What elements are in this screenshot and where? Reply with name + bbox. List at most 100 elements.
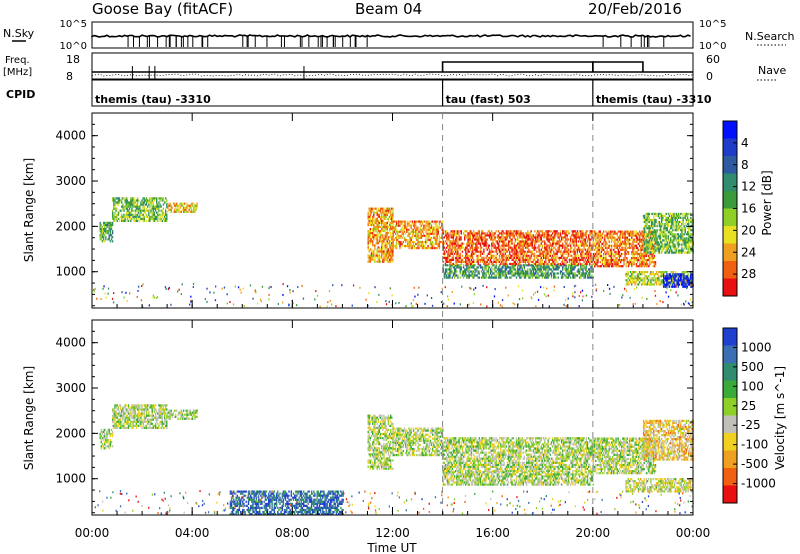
echo-cell [567, 270, 570, 273]
echo-cell [578, 258, 581, 261]
echo-cell [640, 246, 642, 249]
echo-cell [654, 245, 656, 248]
echo-cell [550, 230, 553, 233]
echo-cell [370, 223, 373, 227]
echo-cell [582, 268, 584, 271]
echo-cell [506, 264, 509, 267]
echo-cell [562, 276, 564, 279]
echo-cell [583, 272, 585, 275]
echo-cell [622, 252, 624, 256]
echo-cell [367, 217, 369, 220]
echo-cell [411, 232, 414, 235]
echo-cell [675, 251, 677, 254]
echo-cell [477, 262, 479, 266]
echo-cell [549, 252, 551, 255]
echo-cell [632, 230, 634, 233]
echo-cell [636, 232, 639, 235]
echo-cell [580, 264, 582, 267]
echo-cell [599, 238, 601, 241]
echo-cell [671, 241, 673, 244]
echo-cell [645, 231, 647, 234]
echo-cell [523, 254, 526, 257]
echo-cell [130, 219, 132, 222]
echo-cell [176, 210, 178, 213]
echo-cell [127, 205, 130, 208]
echo-cell [577, 254, 580, 257]
echo-cell [585, 264, 588, 267]
echo-cell [512, 230, 514, 233]
echo-cell [555, 268, 557, 271]
echo-cell [470, 258, 473, 261]
echo-cell [427, 238, 429, 241]
echo-cell [529, 250, 531, 253]
echo-cell [469, 230, 471, 233]
echo-cell [489, 276, 492, 279]
echo-cell [578, 268, 581, 271]
echo-cell [609, 230, 612, 233]
echo-cell [509, 252, 511, 255]
echo-cell [532, 240, 535, 243]
echo-cell [376, 260, 378, 263]
echo-cell [562, 274, 564, 277]
echo-cell [674, 283, 676, 286]
echo-cell [612, 238, 614, 241]
echo-cell [149, 215, 151, 218]
echo-cell [417, 238, 419, 241]
echo-cell [617, 236, 619, 239]
echo-cell [442, 266, 444, 269]
echo-cell [377, 219, 379, 222]
echo-cell [468, 242, 470, 245]
echo-cell [562, 246, 564, 249]
echo-cell [597, 242, 599, 245]
echo-cell [608, 263, 610, 266]
echo-cell [465, 258, 467, 261]
echo-cell [392, 242, 394, 246]
echo-cell [505, 258, 508, 261]
echo-cell [585, 236, 588, 239]
echo-cell [668, 220, 671, 224]
echo-cell [151, 199, 153, 202]
echo-cell [565, 276, 567, 279]
echo-cell [589, 270, 591, 273]
echo-cell [126, 211, 129, 214]
echo-cell [572, 266, 574, 269]
echo-cell [531, 242, 533, 245]
echo-cell [398, 236, 400, 239]
echo-cell [524, 262, 527, 266]
echo-cell [167, 206, 169, 209]
echo-cell [564, 268, 566, 271]
echo-cell [622, 265, 624, 268]
echo-cell [546, 272, 548, 275]
echo-cell [664, 283, 666, 286]
echo-cell [594, 265, 596, 268]
echo-cell [175, 204, 177, 207]
echo-cell [539, 262, 541, 266]
echo-cell [515, 234, 518, 237]
echo-cell [443, 246, 446, 249]
echo-cell [104, 228, 106, 231]
echo-cell [173, 208, 176, 211]
echo-cell [624, 232, 626, 235]
echo-cell [528, 276, 530, 279]
echo-cell [372, 234, 374, 237]
echo-cell [595, 244, 597, 247]
echo-cell [580, 240, 582, 243]
echo-cell [446, 256, 448, 259]
echo-cell [569, 250, 572, 253]
echo-cell [568, 250, 571, 253]
echo-cell [447, 250, 449, 253]
echo-cell [627, 281, 629, 284]
echo-cell [664, 241, 666, 244]
echo-cell [471, 246, 474, 249]
echo-cell [590, 248, 592, 251]
echo-cell [632, 242, 634, 245]
echo-cell [369, 230, 372, 233]
echo-cell [645, 265, 648, 268]
echo-cell [605, 252, 607, 256]
echo-cell [677, 212, 680, 215]
echo-cell [384, 254, 386, 257]
echo-cell [566, 250, 568, 253]
echo-cell [387, 238, 390, 241]
echo-cell [514, 250, 517, 253]
echo-cell [658, 235, 661, 238]
